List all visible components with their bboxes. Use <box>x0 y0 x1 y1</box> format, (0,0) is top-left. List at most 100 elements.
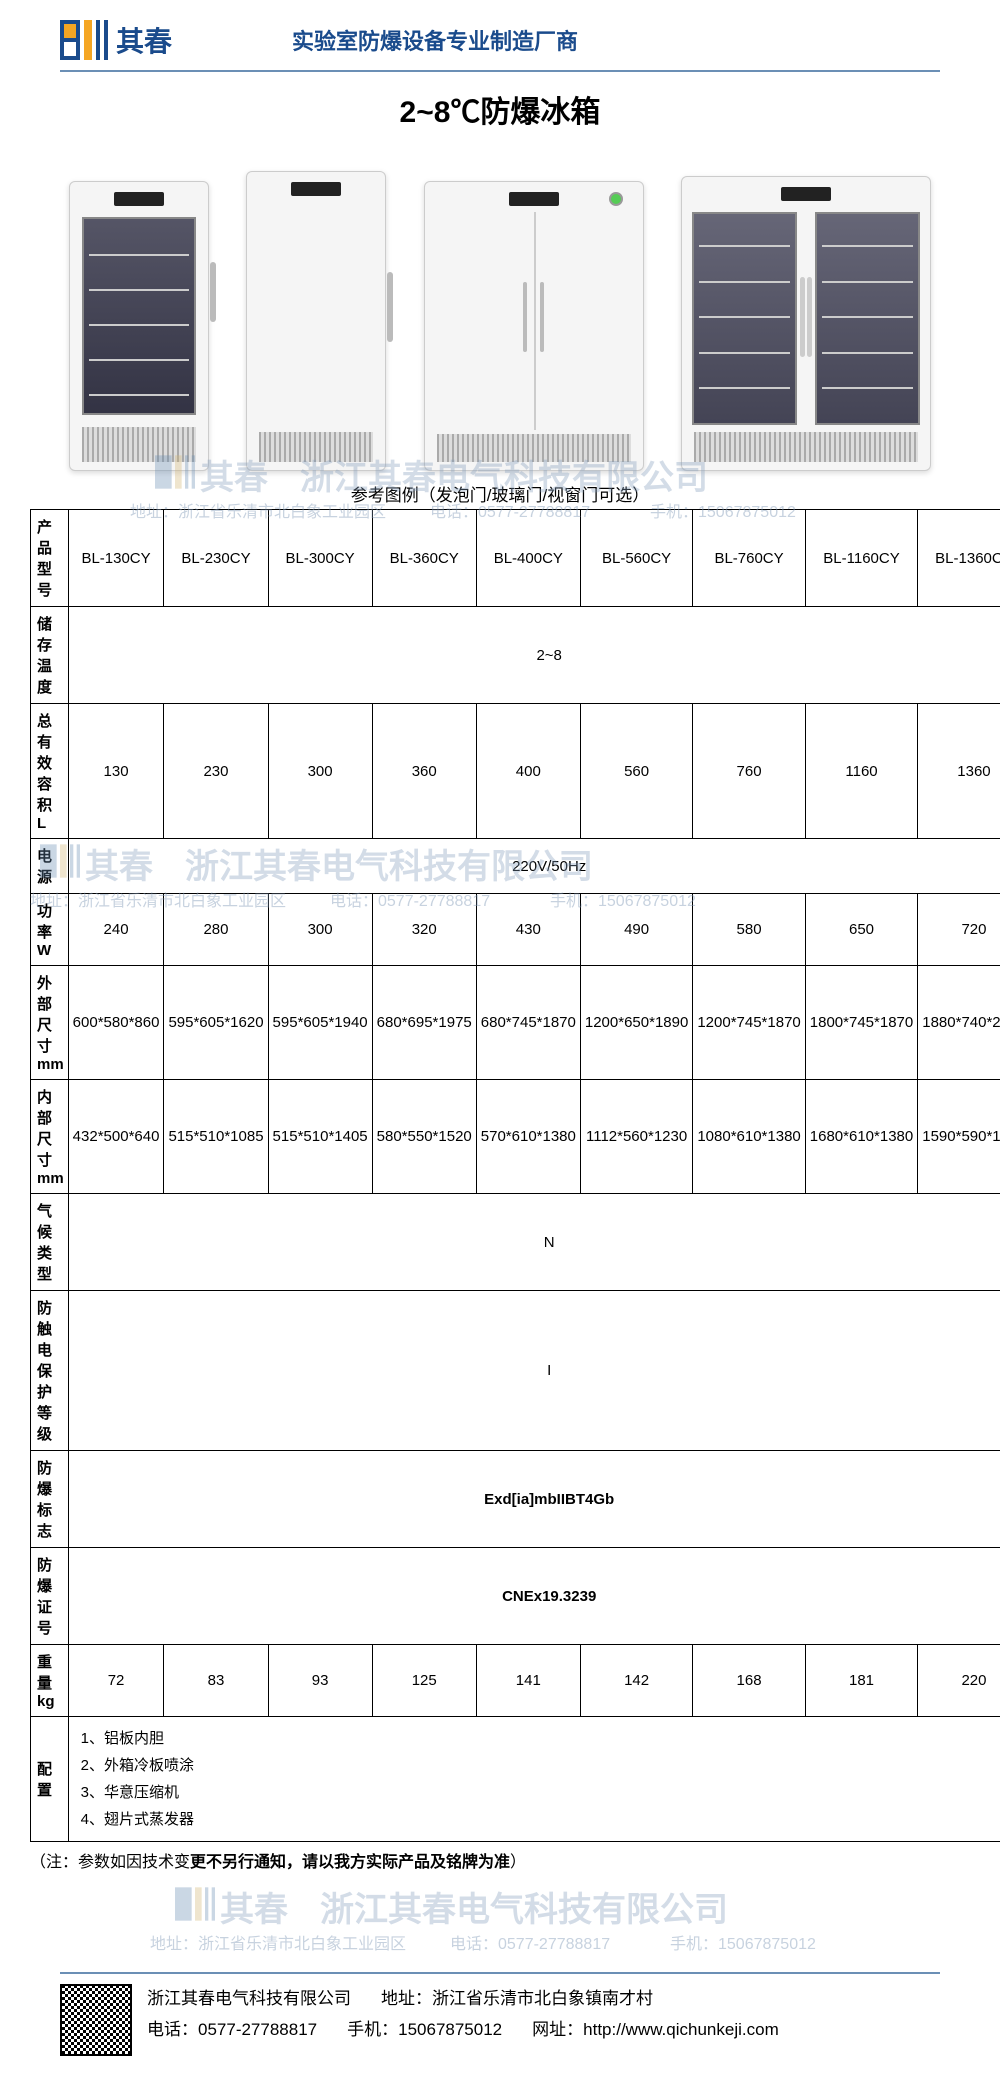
row-label: 配置 <box>31 1717 69 1842</box>
spanned-cell: Exd[ia]mbIIBT4Gb <box>68 1451 1000 1548</box>
col-header: BL-760CY <box>693 510 805 607</box>
data-cell: 515*510*1405 <box>268 1080 372 1194</box>
table-row: 电源220V/50Hz <box>31 839 1000 894</box>
data-cell: 600*580*860 <box>68 966 164 1080</box>
footer: 浙江其春电气科技有限公司 地址：浙江省乐清市北白象镇南才村 电话：0577-27… <box>0 1962 1000 2086</box>
data-cell: 141 <box>476 1645 580 1717</box>
watermark-company-3: 浙江其春电气科技有限公司 <box>320 1882 728 1931</box>
data-cell: 1590*590*1570 <box>918 1080 1000 1194</box>
data-cell: 1160 <box>805 704 917 839</box>
fridge-illustration-1 <box>69 181 209 471</box>
table-row: 防触电保护等级I <box>31 1291 1000 1451</box>
data-cell: 760 <box>693 704 805 839</box>
footer-text: 浙江其春电气科技有限公司 地址：浙江省乐清市北白象镇南才村 电话：0577-27… <box>147 1984 940 2056</box>
data-cell: 181 <box>805 1645 917 1717</box>
spanned-cell: 2~8 <box>68 607 1000 704</box>
note-prefix: （注：参数如因技术变 <box>30 1854 190 1871</box>
logo: 其春 <box>60 20 172 60</box>
row-label: 外部尺寸mm <box>31 966 69 1080</box>
logo-icon <box>60 20 108 60</box>
data-cell: 560 <box>580 704 692 839</box>
data-cell: 515*510*1085 <box>164 1080 268 1194</box>
data-cell: 72 <box>68 1645 164 1717</box>
watermark-mobile-3: 手机：15067875012 <box>670 1930 816 1954</box>
config-line: 4、翅片式蒸发器 <box>81 1806 1000 1833</box>
footer-address: 地址：浙江省乐清市北白象镇南才村 <box>381 1984 653 2015</box>
col-header: BL-560CY <box>580 510 692 607</box>
spanned-cell: I <box>68 1291 1000 1451</box>
table-row: 内部尺寸mm432*500*640515*510*1085515*510*140… <box>31 1080 1000 1194</box>
data-cell: 1880*740*2070 <box>918 966 1000 1080</box>
data-cell: 580 <box>693 894 805 966</box>
col-header: BL-300CY <box>268 510 372 607</box>
footer-content: 浙江其春电气科技有限公司 地址：浙江省乐清市北白象镇南才村 电话：0577-27… <box>60 1984 940 2056</box>
data-cell: 220 <box>918 1645 1000 1717</box>
footer-url: 网址：http://www.qichunkeji.com <box>532 2015 779 2046</box>
spanned-cell: 220V/50Hz <box>68 839 1000 894</box>
data-cell: 300 <box>268 894 372 966</box>
data-cell: 580*550*1520 <box>372 1080 476 1194</box>
table-row: 防爆证号CNEx19.3239 <box>31 1548 1000 1645</box>
table-row: 配置1、铝板内胆2、外箱冷板喷涂3、华意压缩机4、翅片式蒸发器 <box>31 1717 1000 1842</box>
data-cell: 400 <box>476 704 580 839</box>
row-label: 功率 W <box>31 894 69 966</box>
data-cell: 300 <box>268 704 372 839</box>
footer-mobile: 手机：15067875012 <box>347 2015 502 2046</box>
spanned-cell: 1、铝板内胆2、外箱冷板喷涂3、华意压缩机4、翅片式蒸发器 <box>68 1717 1000 1842</box>
spanned-cell: CNEx19.3239 <box>68 1548 1000 1645</box>
data-cell: 430 <box>476 894 580 966</box>
row-label: 储存温度 <box>31 607 69 704</box>
watermark-logo-3 <box>175 1887 215 1926</box>
data-cell: 280 <box>164 894 268 966</box>
data-cell: 1112*560*1230 <box>580 1080 692 1194</box>
note-bold: 更不另行通知，请以我方实际产品及铭牌为准 <box>190 1854 510 1871</box>
data-cell: 320 <box>372 894 476 966</box>
fridge-illustration-3 <box>424 181 644 471</box>
note-suffix: ） <box>510 1854 526 1871</box>
row-label: 内部尺寸mm <box>31 1080 69 1194</box>
row-label: 防爆证号 <box>31 1548 69 1645</box>
data-cell: 1080*610*1380 <box>693 1080 805 1194</box>
footer-rule <box>60 1972 940 1974</box>
footer-phone: 电话：0577-27788817 <box>147 2015 317 2046</box>
table-row: 重量 kg728393125141142168181220 <box>31 1645 1000 1717</box>
config-line: 1、铝板内胆 <box>81 1725 1000 1752</box>
data-cell: 1360 <box>918 704 1000 839</box>
data-cell: 130 <box>68 704 164 839</box>
note: （注：参数如因技术变更不另行通知，请以我方实际产品及铭牌为准） <box>30 1848 970 1872</box>
data-cell: 650 <box>805 894 917 966</box>
footer-company: 浙江其春电气科技有限公司 <box>147 1984 351 2015</box>
col-header: BL-130CY <box>68 510 164 607</box>
data-cell: 360 <box>372 704 476 839</box>
data-cell: 1200*745*1870 <box>693 966 805 1080</box>
table-row: 总有效容积 L13023030036040056076011601360 <box>31 704 1000 839</box>
table-row: 气候类型N <box>31 1194 1000 1291</box>
watermark-logo-text-3: 其春 <box>220 1882 288 1931</box>
data-cell: 490 <box>580 894 692 966</box>
row-label: 防触电保护等级 <box>31 1291 69 1451</box>
col-header-model: 产品型号 <box>31 510 69 607</box>
logo-text: 其春 <box>116 20 172 60</box>
data-cell: 680*695*1975 <box>372 966 476 1080</box>
fridge-illustration-2 <box>246 171 386 471</box>
row-label: 电源 <box>31 839 69 894</box>
data-cell: 595*605*1620 <box>164 966 268 1080</box>
table-header-row: 产品型号 BL-130CY BL-230CY BL-300CY BL-360CY… <box>31 510 1000 607</box>
data-cell: 125 <box>372 1645 476 1717</box>
image-caption: 参考图例（发泡门/玻璃门/视窗门可选） <box>0 481 1000 506</box>
table-row: 防爆标志Exd[ia]mbIIBT4Gb <box>31 1451 1000 1548</box>
data-cell: 142 <box>580 1645 692 1717</box>
qr-code-icon <box>60 1984 132 2056</box>
data-cell: 680*745*1870 <box>476 966 580 1080</box>
row-label: 总有效容积 L <box>31 704 69 839</box>
data-cell: 432*500*640 <box>68 1080 164 1194</box>
data-cell: 1800*745*1870 <box>805 966 917 1080</box>
data-cell: 93 <box>268 1645 372 1717</box>
product-images <box>0 151 1000 471</box>
table-row: 储存温度2~8 <box>31 607 1000 704</box>
data-cell: 570*610*1380 <box>476 1080 580 1194</box>
config-line: 2、外箱冷板喷涂 <box>81 1752 1000 1779</box>
data-cell: 595*605*1940 <box>268 966 372 1080</box>
header-rule <box>60 70 940 72</box>
data-cell: 1200*650*1890 <box>580 966 692 1080</box>
